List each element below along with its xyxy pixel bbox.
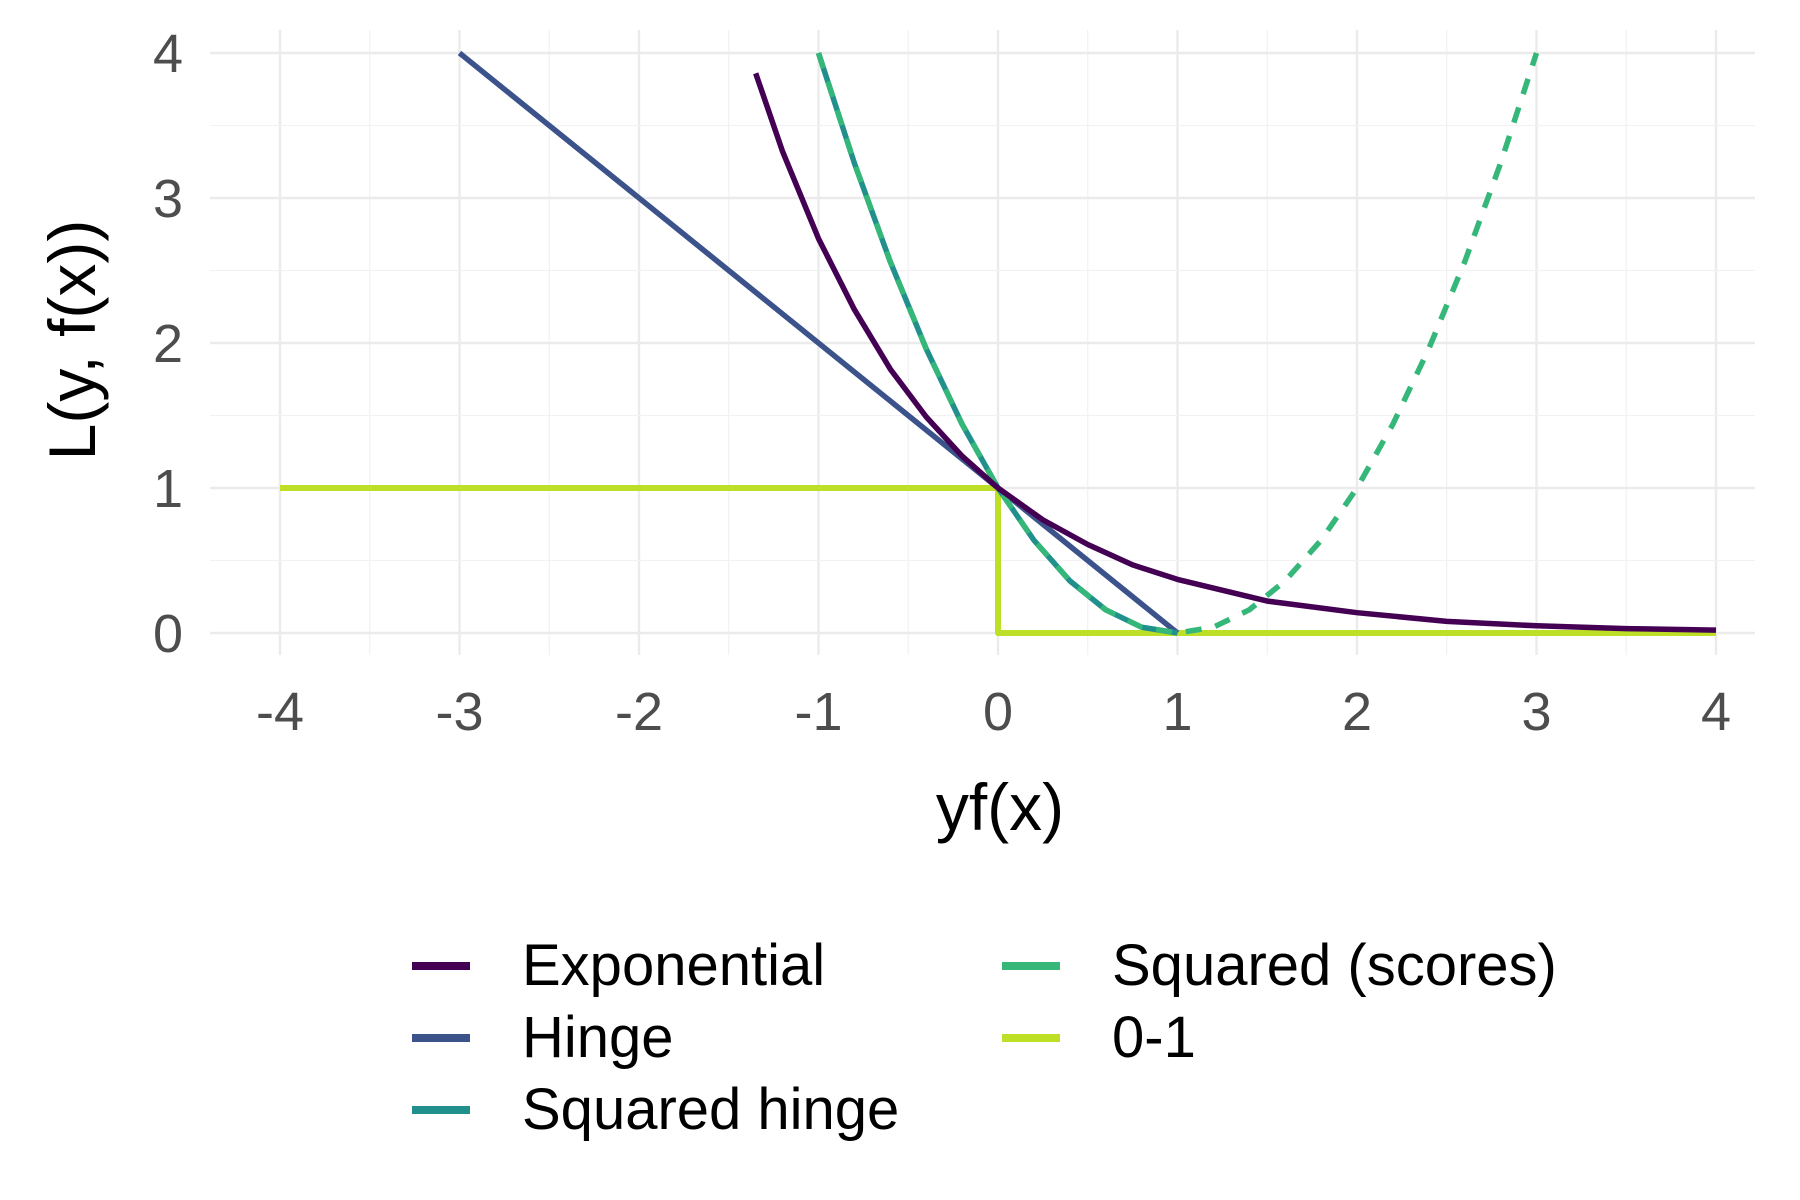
legend-label: Exponential — [522, 933, 825, 998]
x-axis-title: yf(x) — [936, 770, 1064, 844]
y-tick-label: 3 — [153, 169, 183, 229]
series-lines — [280, 50, 1717, 636]
legend-label: Hinge — [522, 1005, 674, 1070]
y-axis-title: L(y, f(x)) — [35, 220, 109, 461]
series-line-0-1 — [280, 485, 1716, 636]
legend: Exponential Hinge Squared hinge Squared (sc… — [412, 933, 1557, 1142]
y-tick-labels: 0 1 2 3 4 — [153, 24, 183, 664]
grid — [210, 30, 1755, 655]
x-tick-label: -4 — [256, 682, 304, 742]
x-tick-label: 1 — [1162, 682, 1192, 742]
y-tick-label: 2 — [153, 314, 183, 374]
legend-label: 0-1 — [1112, 1005, 1196, 1070]
x-tick-label: -2 — [615, 682, 663, 742]
x-tick-label: 4 — [1701, 682, 1731, 742]
series-line-squared-scores — [815, 52, 1540, 636]
series-line-exponential — [753, 72, 1717, 633]
y-tick-label: 1 — [153, 459, 183, 519]
legend-label: Squared hinge — [522, 1077, 899, 1142]
x-tick-label: 2 — [1342, 682, 1372, 742]
x-tick-labels: -4 -3 -2 -1 0 1 2 3 4 — [256, 682, 1731, 742]
x-tick-label: 3 — [1521, 682, 1551, 742]
y-tick-label: 0 — [153, 604, 183, 664]
legend-label: Squared (scores) — [1112, 933, 1557, 998]
x-tick-label: -3 — [435, 682, 483, 742]
x-tick-label: -1 — [794, 682, 842, 742]
x-tick-label: 0 — [983, 682, 1013, 742]
series-line-hinge — [457, 50, 1180, 636]
y-tick-label: 4 — [153, 24, 183, 84]
